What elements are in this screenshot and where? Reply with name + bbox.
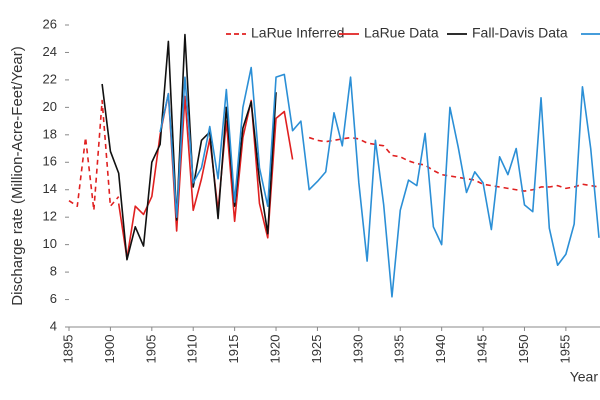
series-line [68,99,600,212]
x-tick-label: 1915 [226,335,241,364]
y-tick-label: 26 [43,16,57,31]
x-tick-label: 1895 [60,335,75,364]
y-tick-label: 18 [43,126,57,141]
y-axis-label: Discharge rate (Million-Acre-Feet/Year) [9,46,26,306]
y-tick-label: 16 [43,154,57,169]
y-tick-label: 8 [50,264,57,279]
x-tick-label: 1910 [185,335,200,364]
y-tick-label: 12 [43,209,57,224]
x-tick-label: 1905 [143,335,158,364]
y-tick-label: 20 [43,99,57,114]
x-tick-label: 1900 [102,335,117,364]
legend-label: LaRue Inferred [251,25,344,41]
series-line [101,33,277,261]
x-tick-label: 1930 [350,335,365,364]
x-tick-label: 1935 [392,335,407,364]
y-tick-label: 10 [43,236,57,251]
legend-label: LaRue Data [364,25,439,41]
y-tick-label: 6 [50,291,57,306]
x-tick-label: 1925 [309,335,324,364]
legend-label: Fall-Davis Data [472,25,568,41]
y-tick-label: 24 [43,44,57,59]
x-tick-label: 1950 [516,335,531,364]
y-tick-label: 22 [43,71,57,86]
x-tick-label: 1945 [475,335,490,364]
x-tick-label: 1955 [557,335,572,364]
x-tick-label: 1940 [433,335,448,364]
y-tick-label: 14 [43,181,57,196]
x-axis-label: Year [570,369,599,385]
y-tick-label: 4 [50,318,57,333]
x-tick-label: 1920 [267,335,282,364]
series-line [159,66,600,298]
